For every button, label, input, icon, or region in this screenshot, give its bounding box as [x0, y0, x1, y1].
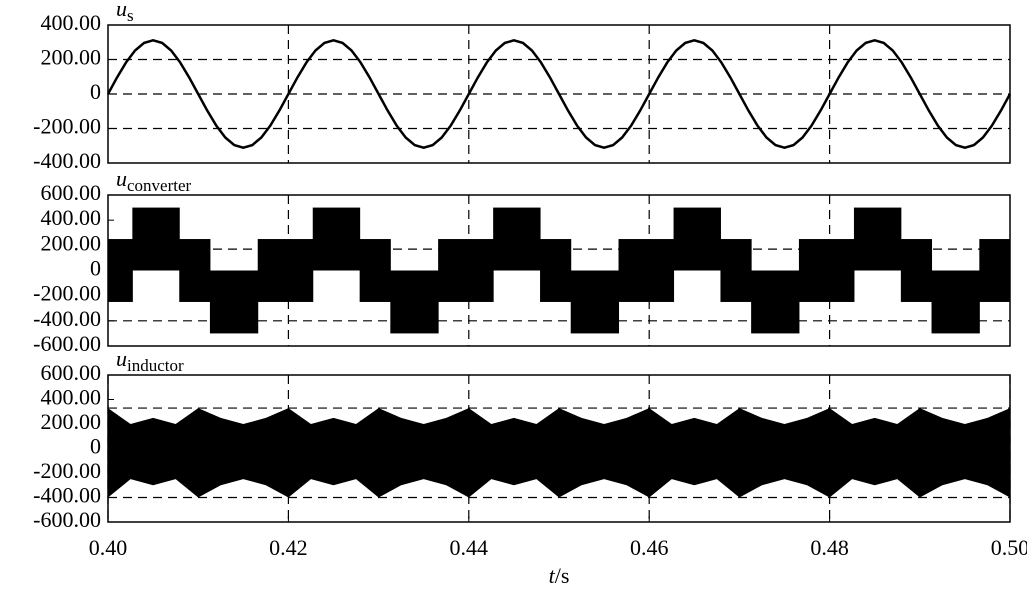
panel-label: us — [116, 0, 134, 25]
panel-label-subscript: converter — [127, 176, 192, 195]
band-segment — [359, 239, 391, 302]
band-segment — [900, 239, 933, 302]
band-segment — [618, 239, 650, 302]
band-segment — [438, 239, 470, 302]
y-tick-label: -200.00 — [33, 281, 101, 306]
panel-label: uinductor — [116, 346, 184, 375]
panel-label-symbol: u — [116, 0, 127, 21]
band-segment — [570, 270, 620, 334]
y-tick-label: 200.00 — [41, 45, 102, 70]
x-axis-label-symbol: t — [549, 563, 556, 588]
panel-label-subscript: s — [127, 6, 134, 25]
y-tick-label: 200.00 — [41, 230, 102, 255]
x-tick-label: 0.48 — [810, 535, 849, 560]
y-tick-label: 400.00 — [41, 385, 102, 410]
panel-label-symbol: u — [116, 346, 127, 371]
band-segment — [312, 207, 361, 271]
x-tick-label: 0.50 — [991, 535, 1027, 560]
y-tick-label: 600.00 — [41, 360, 102, 385]
y-tick-label: 200.00 — [41, 409, 102, 434]
y-tick-label: -600.00 — [33, 331, 101, 356]
panel-label: uconverter — [116, 166, 192, 195]
band-segment — [798, 239, 831, 302]
y-tick-label: -600.00 — [33, 507, 101, 532]
x-axis-label-unit: /s — [555, 563, 570, 588]
x-tick-label: 0.44 — [450, 535, 489, 560]
band — [108, 408, 1010, 498]
y-tick-label: -400.00 — [33, 483, 101, 508]
x-tick-label: 0.40 — [89, 535, 128, 560]
band-segment — [288, 239, 314, 302]
band-segment — [829, 239, 855, 302]
band-segment — [209, 270, 259, 334]
y-tick-label: 600.00 — [41, 180, 102, 205]
y-tick-label: 0 — [90, 434, 101, 459]
band-segment — [390, 270, 439, 334]
band-segment — [931, 270, 980, 334]
panel-label-symbol: u — [116, 166, 127, 191]
band-segment — [853, 207, 902, 271]
y-tick-label: -400.00 — [33, 148, 101, 173]
band-segment — [132, 207, 180, 271]
band-segment — [979, 239, 1011, 302]
y-tick-label: 400.00 — [41, 10, 102, 35]
y-tick-label: -200.00 — [33, 114, 101, 139]
x-tick-label: 0.46 — [630, 535, 669, 560]
y-tick-label: -400.00 — [33, 306, 101, 331]
band-segment — [720, 239, 752, 302]
band-segment — [751, 270, 800, 334]
y-tick-label: -200.00 — [33, 458, 101, 483]
panel-label-subscript: inductor — [127, 356, 184, 375]
y-tick-label: 0 — [90, 79, 101, 104]
band-segment — [468, 239, 494, 302]
band-segment — [673, 207, 721, 271]
x-axis-label: t/s — [549, 563, 570, 588]
band-segment — [493, 207, 541, 271]
band-segment — [257, 239, 289, 302]
band-segment — [540, 239, 572, 302]
x-tick-label: 0.42 — [269, 535, 308, 560]
band-segment — [649, 239, 675, 302]
band-segment — [179, 239, 211, 302]
y-tick-label: 400.00 — [41, 205, 102, 230]
y-tick-label: 0 — [90, 256, 101, 281]
